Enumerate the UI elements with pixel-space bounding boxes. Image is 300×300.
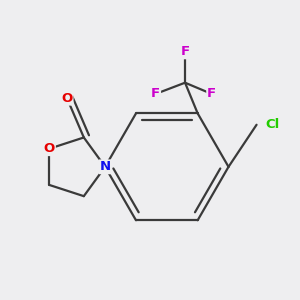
Text: O: O xyxy=(61,92,73,105)
Text: O: O xyxy=(44,142,55,155)
Text: F: F xyxy=(151,87,160,101)
Text: F: F xyxy=(207,87,216,101)
Text: Cl: Cl xyxy=(265,118,279,131)
Text: F: F xyxy=(181,45,190,58)
Text: N: N xyxy=(100,160,111,173)
